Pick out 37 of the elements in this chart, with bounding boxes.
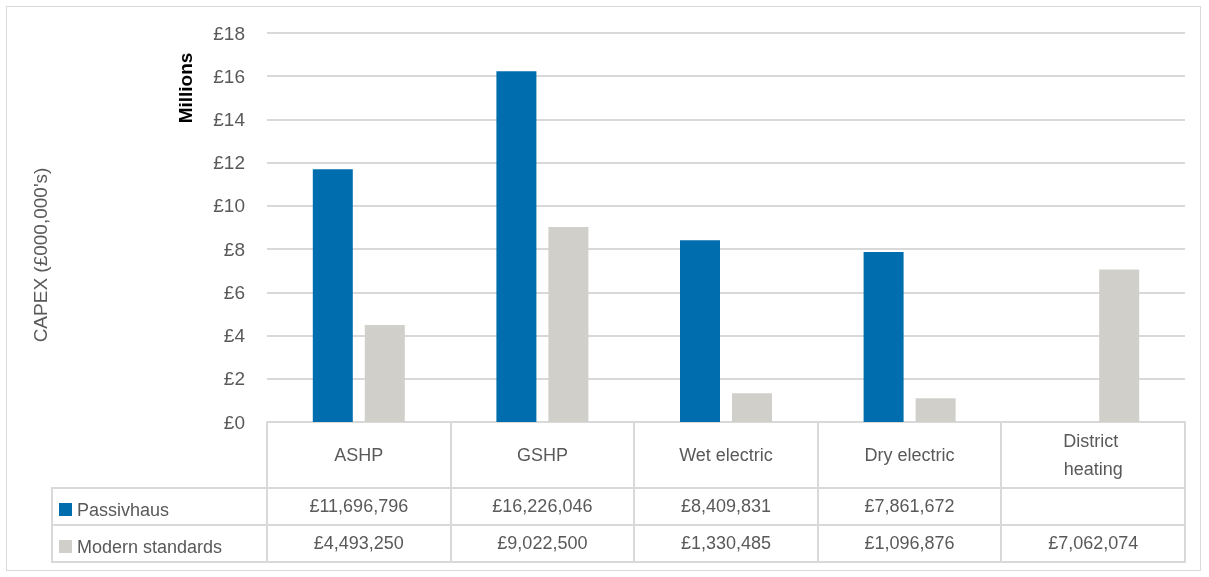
text: £8,409,831	[679, 495, 773, 518]
bar	[312, 169, 353, 422]
y-tick-label: £6	[223, 281, 245, 303]
text: CAPEX (£000,000's)	[29, 167, 51, 343]
text: £7,062,074	[1047, 532, 1140, 555]
y-tick-label: £0	[223, 411, 245, 433]
text: £1,330,485	[679, 532, 773, 555]
y-tick-label: £4	[223, 325, 246, 347]
legend-label: Passivhaus	[77, 499, 170, 520]
bar	[863, 252, 904, 422]
text: £7,861,672	[863, 495, 956, 518]
x-tick-label: ASHP	[334, 445, 384, 465]
text: £11,696,796	[308, 495, 410, 518]
bar	[548, 227, 589, 422]
x-tick-label: District heating	[1063, 431, 1124, 479]
bar	[1099, 269, 1140, 422]
bar	[915, 398, 956, 422]
x-tick-label: Wet electric	[679, 445, 773, 465]
x-tick-label: GSHP	[516, 445, 568, 465]
text: £1,096,876	[863, 532, 956, 555]
legend-label: Modern standards	[77, 536, 223, 557]
bar	[680, 240, 720, 422]
bar	[732, 393, 772, 422]
y-tick-label: £2	[223, 368, 245, 390]
text: £9,022,500	[496, 532, 589, 555]
x-tick-label: Dry electric	[864, 445, 955, 465]
text: £4,493,250	[312, 532, 405, 555]
y-tick-label: £18	[213, 22, 245, 44]
bar	[496, 71, 537, 422]
text: £16,226,046	[491, 495, 594, 518]
y-tick-label: £12	[213, 152, 245, 174]
text: Millions	[174, 52, 196, 124]
y-tick-label: £14	[213, 108, 246, 130]
y-tick-label: £8	[223, 238, 245, 260]
y-tick-label: £10	[213, 195, 245, 217]
y-tick-label: £16	[213, 65, 245, 87]
bar	[364, 324, 405, 422]
